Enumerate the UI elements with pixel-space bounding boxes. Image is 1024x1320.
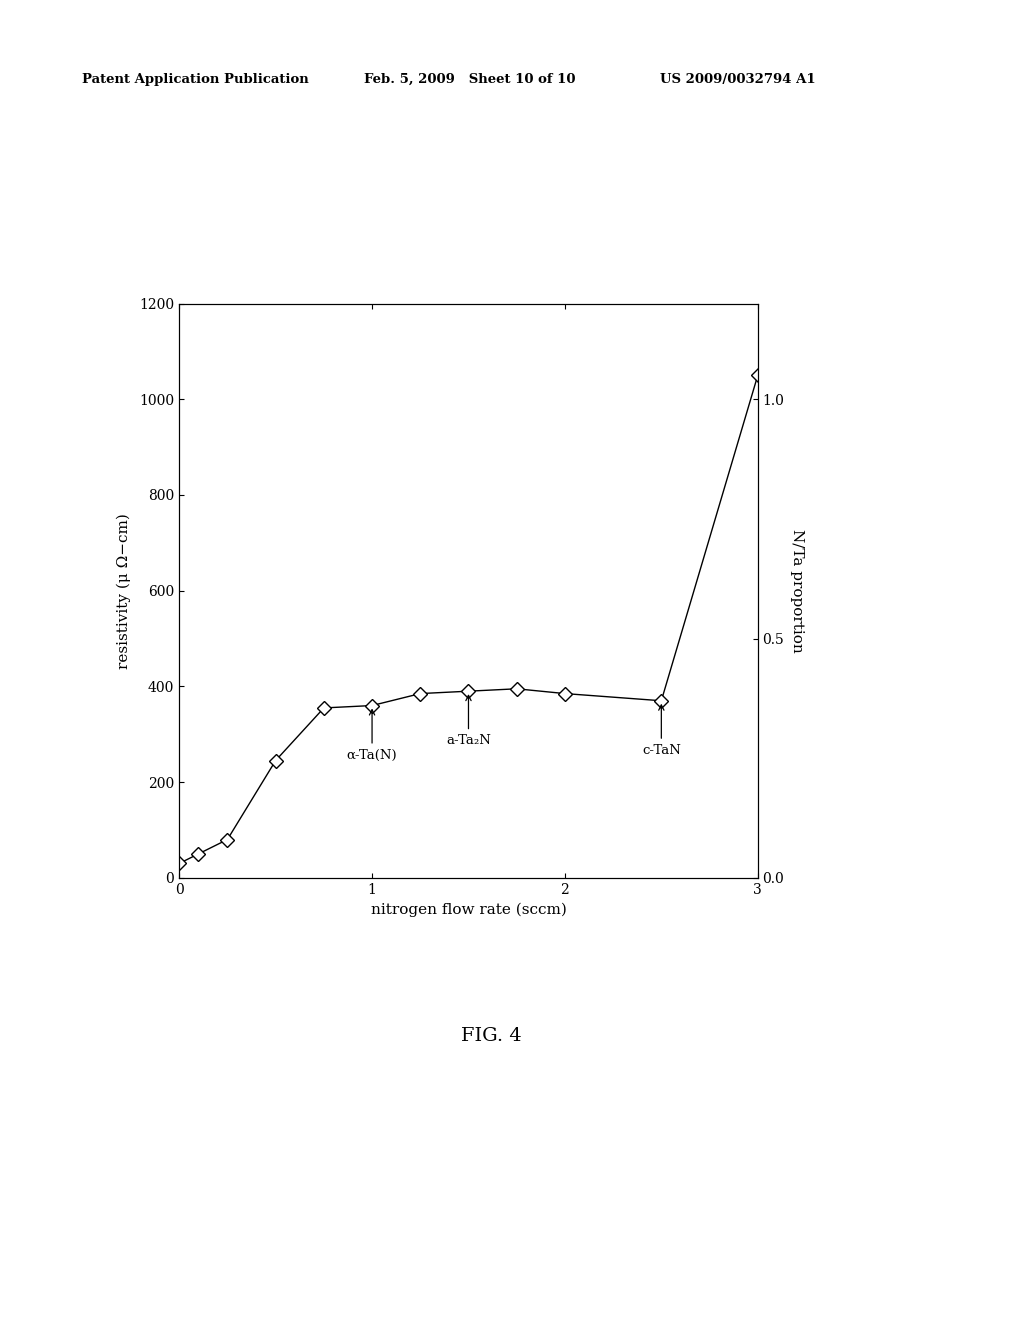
Text: α-Ta(N): α-Ta(N) xyxy=(347,710,397,762)
Text: Patent Application Publication: Patent Application Publication xyxy=(82,73,308,86)
Text: a-Ta₂N: a-Ta₂N xyxy=(446,696,490,747)
X-axis label: nitrogen flow rate (sccm): nitrogen flow rate (sccm) xyxy=(371,902,566,916)
Text: FIG. 4: FIG. 4 xyxy=(461,1027,522,1045)
Text: Feb. 5, 2009   Sheet 10 of 10: Feb. 5, 2009 Sheet 10 of 10 xyxy=(364,73,575,86)
Text: c-TaN: c-TaN xyxy=(642,705,681,756)
Text: US 2009/0032794 A1: US 2009/0032794 A1 xyxy=(660,73,816,86)
Y-axis label: N/Ta proportion: N/Ta proportion xyxy=(790,529,804,652)
Y-axis label: resistivity (μ Ω−cm): resistivity (μ Ω−cm) xyxy=(117,512,131,669)
